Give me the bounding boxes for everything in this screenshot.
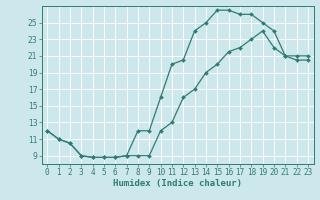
X-axis label: Humidex (Indice chaleur): Humidex (Indice chaleur) xyxy=(113,179,242,188)
